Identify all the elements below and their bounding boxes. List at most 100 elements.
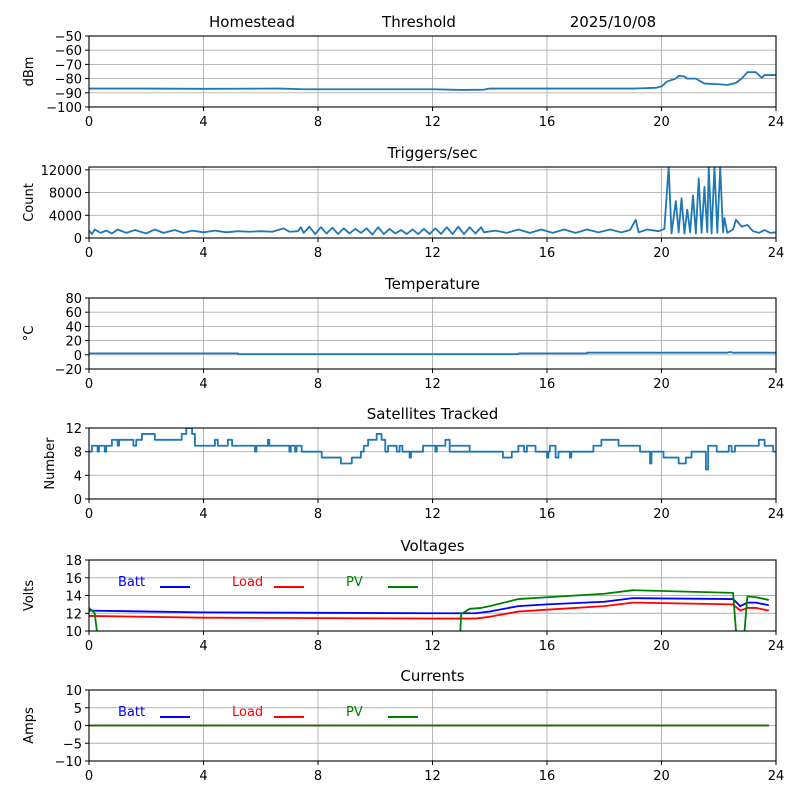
- y-tick-label: 0: [74, 349, 82, 364]
- x-tick-label: 8: [314, 507, 322, 522]
- y-axis-label: °C: [22, 326, 37, 342]
- panel-4: 0 4 8 12 16 20 24 0 4 8 12 Satellites Tracked Number: [43, 405, 784, 522]
- plot-frame: [88, 35, 777, 108]
- y-axis-label: Amps: [22, 707, 37, 744]
- y-tick-label: 8: [74, 446, 82, 461]
- x-tick-label: 16: [539, 377, 556, 392]
- x-tick-label: 0: [85, 377, 93, 392]
- x-tick-label: 24: [768, 639, 785, 654]
- y-tick-label: −60: [55, 44, 82, 59]
- x-tick-label: 24: [768, 769, 785, 784]
- x-tick-label: 24: [768, 377, 785, 392]
- plot-frame: [88, 297, 777, 370]
- x-tick-label: 16: [539, 115, 556, 130]
- panel-title: Currents: [400, 667, 464, 685]
- x-tick-label: 20: [653, 377, 670, 392]
- y-tick-label: 5: [74, 702, 82, 717]
- series-line-batt: [89, 597, 770, 615]
- x-tick-label: 16: [539, 507, 556, 522]
- x-tick-label: 0: [85, 769, 93, 784]
- y-tick-label: −80: [55, 73, 82, 88]
- legend-label-batt: Batt: [118, 575, 145, 590]
- y-tick-label: 12: [65, 422, 82, 437]
- series-line-sats: [89, 428, 776, 471]
- panel-title: Satellites Tracked: [367, 405, 498, 423]
- y-tick-label: 80: [65, 292, 82, 307]
- x-tick-label: 8: [314, 246, 322, 261]
- panel-title: Temperature: [384, 275, 480, 293]
- x-tick-label: 12: [424, 507, 441, 522]
- y-tick-label: 4: [74, 469, 82, 484]
- series-line-pv: [89, 589, 770, 631]
- series-line-triggers: [89, 167, 776, 236]
- header-site: Homestead: [209, 13, 295, 31]
- series-line-temp: [89, 351, 776, 355]
- y-tick-label: 40: [65, 320, 82, 335]
- x-tick-label: 0: [85, 246, 93, 261]
- y-tick-label: 12000: [41, 164, 82, 179]
- plot-frame: [88, 559, 777, 632]
- legend-label-batt: Batt: [118, 705, 145, 720]
- x-tick-label: 20: [653, 507, 670, 522]
- panel-5: 0 4 8 12 16 20 24 10 12 14 16 18 Batt Load PV Voltages V…: [22, 537, 785, 654]
- panel-2: 0 4 8 12 16 20 24 0 4000 8000 12000 Triggers/sec Cou…: [22, 144, 784, 261]
- x-tick-label: 4: [199, 115, 207, 130]
- x-tick-label: 12: [424, 639, 441, 654]
- x-tick-label: 24: [768, 115, 785, 130]
- y-tick-label: −10: [55, 755, 82, 770]
- x-tick-label: 8: [314, 115, 322, 130]
- y-tick-label: 10: [65, 684, 82, 699]
- x-tick-label: 12: [424, 377, 441, 392]
- x-tick-label: 20: [653, 769, 670, 784]
- x-tick-label: 16: [539, 769, 556, 784]
- plot-frame: [88, 689, 777, 762]
- x-tick-label: 24: [768, 246, 785, 261]
- x-tick-label: 0: [85, 115, 93, 130]
- legend-label-load: Load: [232, 705, 263, 720]
- panel-title: Voltages: [400, 537, 464, 555]
- y-axis-label: Volts: [22, 580, 37, 612]
- y-tick-label: 16: [65, 572, 82, 587]
- x-tick-label: 4: [199, 639, 207, 654]
- header-mode: Threshold: [381, 13, 456, 31]
- header-date: 2025/10/08: [570, 13, 656, 31]
- y-tick-label: −90: [55, 87, 82, 102]
- y-tick-label: 10: [65, 625, 82, 640]
- x-tick-label: 16: [539, 639, 556, 654]
- plot-frame: [88, 427, 777, 500]
- x-tick-label: 0: [85, 507, 93, 522]
- legend-label-pv: PV: [346, 575, 363, 590]
- y-tick-label: 0: [74, 493, 82, 508]
- x-tick-label: 0: [85, 639, 93, 654]
- y-tick-label: 8000: [49, 187, 82, 202]
- y-tick-label: 18: [65, 554, 82, 569]
- x-tick-label: 8: [314, 377, 322, 392]
- panel-6: 0 4 8 12 16 20 24 −10 −5 0 5 10 Batt Load PV Currents Am…: [22, 667, 784, 784]
- x-tick-label: 4: [199, 377, 207, 392]
- series-line-load: [89, 601, 770, 620]
- series-line-signal: [89, 71, 776, 91]
- x-tick-label: 4: [199, 507, 207, 522]
- x-tick-label: 12: [424, 246, 441, 261]
- y-tick-label: −100: [46, 101, 82, 116]
- x-tick-label: 4: [199, 769, 207, 784]
- y-tick-label: 20: [65, 335, 82, 350]
- x-tick-label: 20: [653, 246, 670, 261]
- y-tick-label: −50: [55, 30, 82, 45]
- x-tick-label: 20: [653, 639, 670, 654]
- x-tick-label: 20: [653, 115, 670, 130]
- y-axis-label: dBm: [22, 57, 37, 87]
- x-tick-label: 8: [314, 639, 322, 654]
- y-tick-label: 4000: [49, 209, 82, 224]
- y-tick-label: −70: [55, 58, 82, 73]
- plot-frame: [88, 166, 777, 239]
- x-tick-label: 8: [314, 769, 322, 784]
- y-tick-label: 0: [74, 232, 82, 247]
- y-tick-label: 14: [65, 590, 82, 605]
- y-axis-label: Count: [22, 183, 37, 222]
- y-tick-label: 12: [65, 607, 82, 622]
- panel-title: Triggers/sec: [387, 144, 478, 162]
- y-tick-label: 60: [65, 306, 82, 321]
